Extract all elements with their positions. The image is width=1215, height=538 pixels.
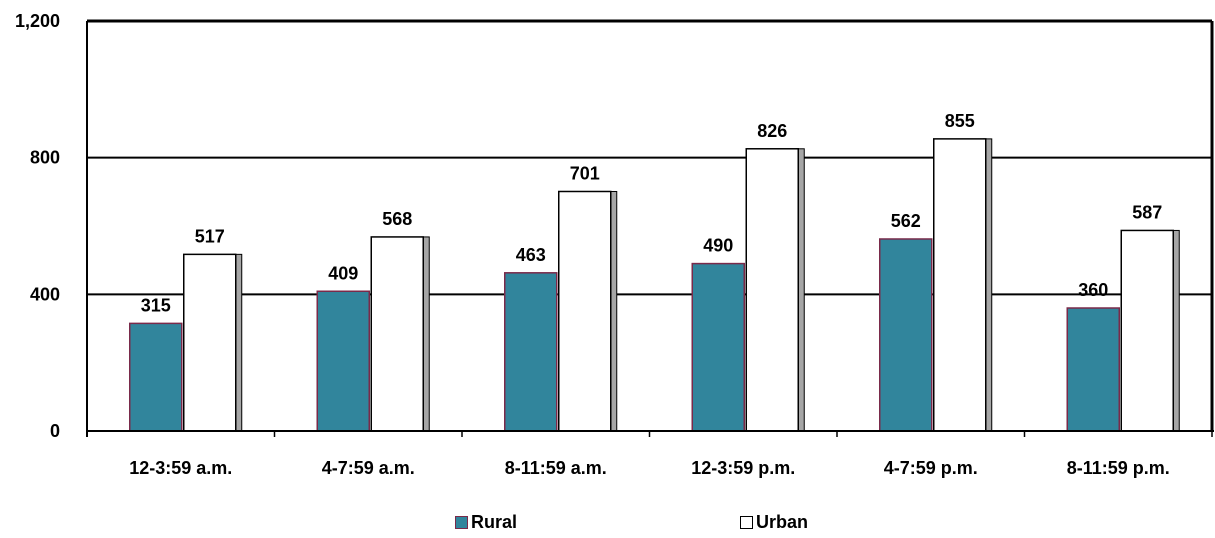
x-tick-label: 8-11:59 a.m. [505, 458, 607, 478]
bar-rural [1066, 307, 1120, 432]
bar-urban [558, 190, 612, 432]
x-tick-label: 8-11:59 p.m. [1067, 458, 1170, 478]
legend-label-urban: Urban [756, 512, 809, 532]
data-label-rural: 562 [891, 211, 921, 231]
data-label-rural: 315 [141, 295, 171, 315]
data-label-urban: 568 [382, 209, 412, 229]
data-label-urban: 701 [570, 163, 600, 183]
data-label-urban: 855 [945, 111, 975, 131]
plot-area: 0 400 800 1,200 315 517 12-3:59 a.m. 409 568 4-7:… [15, 11, 1214, 478]
data-label-rural: 360 [1078, 280, 1108, 300]
legend: Rural Urban [0, 512, 1215, 536]
bar-rural [879, 238, 933, 432]
bar-rural [504, 272, 558, 432]
bar-urban [370, 236, 424, 432]
y-tick-label: 800 [30, 148, 60, 168]
data-label-rural: 409 [328, 263, 358, 283]
x-tick-label: 4-7:59 p.m. [884, 458, 978, 478]
bar-urban [745, 148, 799, 432]
legend-swatch-urban [740, 516, 753, 529]
data-label-urban: 826 [757, 121, 787, 141]
x-tick-label: 12-3:59 p.m. [691, 458, 795, 478]
data-label-rural: 490 [703, 236, 733, 256]
y-tick-label: 0 [50, 421, 60, 441]
bar-rural [316, 290, 370, 432]
x-tick-label: 12-3:59 a.m. [129, 458, 232, 478]
data-label-rural: 463 [516, 245, 546, 265]
bar-urban [933, 138, 987, 432]
legend-swatch-rural [455, 516, 468, 529]
y-tick-label: 400 [30, 284, 60, 304]
x-tick-label: 4-7:59 a.m. [322, 458, 415, 478]
bar-urban [183, 253, 237, 432]
y-tick-label: 1,200 [15, 11, 60, 31]
bar-urban [1120, 229, 1174, 432]
legend-item-rural: Rural [455, 512, 517, 533]
legend-label-rural: Rural [471, 512, 518, 532]
data-label-urban: 517 [195, 226, 225, 246]
data-label-urban: 587 [1132, 202, 1162, 222]
legend-item-urban: Urban [740, 512, 808, 533]
bar-rural [129, 322, 183, 432]
bar-rural [691, 262, 745, 432]
